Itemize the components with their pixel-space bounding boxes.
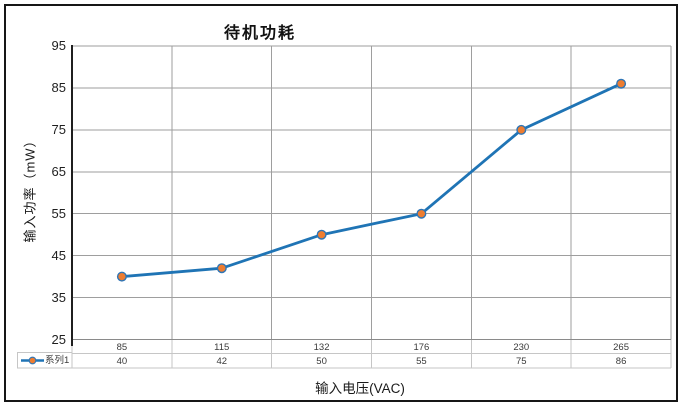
- table-value-cell: 55: [416, 356, 427, 367]
- y-tick-label: 25: [51, 331, 66, 347]
- table-category-cell: 132: [313, 342, 330, 353]
- y-tick-label: 75: [51, 121, 66, 137]
- y-tick-label: 55: [51, 205, 66, 221]
- data-point-marker: [316, 229, 327, 240]
- table-category-cell: 115: [214, 342, 230, 353]
- x-axis-title: 输入电压(VAC): [315, 381, 405, 396]
- data-point-marker: [616, 78, 627, 89]
- data-point-marker: [516, 124, 527, 135]
- table-value-cell: 75: [515, 356, 527, 367]
- table-value-cell: 50: [316, 356, 327, 367]
- table-category-cell: 265: [613, 342, 629, 353]
- legend-cell-border: [17, 352, 73, 369]
- chart-frame: [4, 4, 678, 402]
- table-value-cell: 42: [216, 356, 228, 367]
- series-line: [120, 82, 623, 279]
- data-point-marker: [216, 263, 227, 274]
- legend-series-label: 系列1: [45, 355, 70, 366]
- table-category-cell: 176: [413, 342, 430, 353]
- y-tick-label: 35: [51, 289, 66, 305]
- y-tick-label: 45: [51, 247, 66, 263]
- table-category-cell: 230: [513, 342, 530, 353]
- table-value-cell: 40: [116, 356, 128, 367]
- table-value-cell: 86: [615, 356, 627, 367]
- y-axis-title: 输入功率（mW）: [22, 133, 38, 243]
- y-tick-label: 85: [51, 79, 66, 95]
- y-tick-label: 95: [51, 38, 66, 53]
- y-tick-label: 65: [51, 163, 66, 179]
- data-point-marker: [416, 208, 427, 219]
- table-category-cell: 85: [116, 342, 128, 353]
- data-point-marker: [116, 271, 127, 282]
- chart-title: 待机功耗: [223, 25, 296, 42]
- legend-marker-dot-icon: [28, 356, 37, 365]
